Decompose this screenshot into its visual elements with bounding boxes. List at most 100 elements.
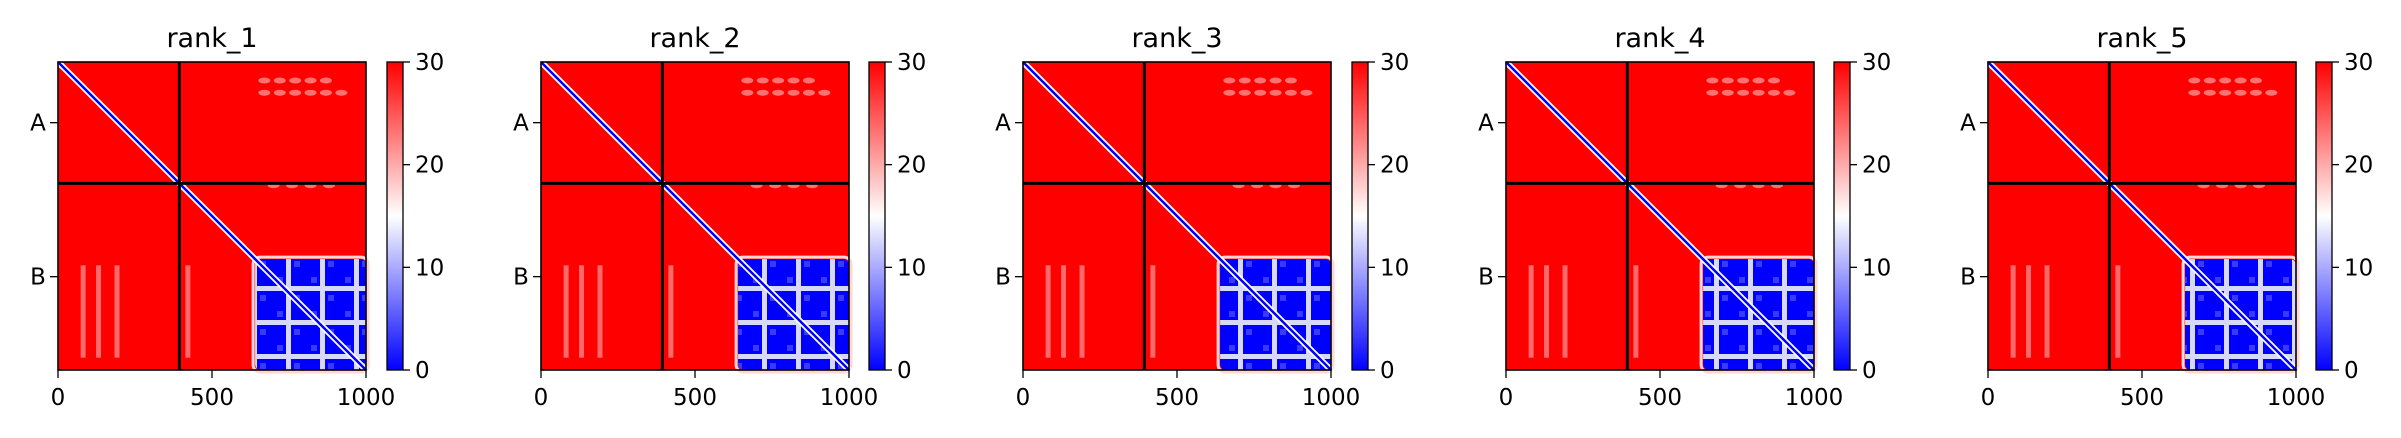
x-tick-label: 0 [1499, 385, 1514, 411]
colorbar-tick-label: 20 [1380, 153, 1409, 179]
speckle [2265, 89, 2278, 96]
colorbar [2316, 62, 2332, 370]
x-tick-label: 1000 [2267, 385, 2326, 411]
speckle-column [1528, 265, 1534, 358]
colorbar-frame [1351, 61, 1369, 371]
speckle [273, 77, 286, 84]
colorbar-tick-label: 20 [415, 153, 444, 179]
colorbar [1352, 62, 1368, 370]
diagonal-line [57, 61, 367, 371]
y-chain-label: B [1478, 265, 1494, 291]
speckle-column [668, 265, 674, 358]
speckle [319, 89, 332, 96]
speckle-column [1633, 265, 1639, 358]
colorbar-tick-label: 10 [1862, 255, 1891, 281]
colorbar-tick-label: 30 [897, 50, 926, 76]
heatmap-speckles [80, 77, 348, 358]
speckle [289, 77, 302, 84]
y-chain-label: A [30, 111, 46, 137]
speckle [756, 89, 769, 96]
speckle [2188, 89, 2201, 96]
x-tick-label: 0 [51, 385, 66, 411]
speckle [258, 89, 271, 96]
low-error-block-edge [1699, 255, 1818, 374]
speckle [1284, 77, 1297, 84]
colorbar-tick-label: 10 [415, 255, 444, 281]
speckle [1254, 89, 1267, 96]
panel-title: rank_5 [2096, 23, 2187, 54]
speckle [2249, 89, 2262, 96]
speckle [1284, 89, 1297, 96]
speckle [289, 89, 302, 96]
x-tick-label: 1000 [337, 385, 396, 411]
speckle [1737, 89, 1750, 96]
panel-title: rank_1 [166, 23, 257, 54]
low-error-block-edge [734, 255, 853, 374]
colorbar-tick-label: 20 [897, 153, 926, 179]
panel-title: rank_3 [1131, 23, 1222, 54]
heatmap-speckles [2010, 77, 2278, 358]
speckle [1706, 77, 1719, 84]
speckle [1752, 77, 1765, 84]
y-chain-label: B [513, 265, 529, 291]
speckle [2234, 89, 2247, 96]
speckle [2219, 89, 2232, 96]
panel-3: rank_3 0 500 1000 A B 0 10 20 30 [995, 23, 1409, 411]
y-chain-label: A [1960, 111, 1976, 137]
colorbar-tick-label: 20 [1862, 153, 1891, 179]
colorbar-tick-label: 30 [415, 50, 444, 76]
speckle [1783, 89, 1796, 96]
colorbar-tick-label: 30 [2344, 50, 2373, 76]
speckle [1223, 89, 1236, 96]
x-tick-label: 1000 [1302, 385, 1361, 411]
speckle [802, 89, 815, 96]
speckle [1737, 77, 1750, 84]
panel-title: rank_4 [1614, 23, 1705, 54]
y-chain-label: B [30, 265, 46, 291]
speckle [258, 77, 271, 84]
speckle [2203, 89, 2216, 96]
speckle [319, 77, 332, 84]
colorbar-frame [1833, 61, 1851, 371]
colorbar-tick-label: 30 [1862, 50, 1891, 76]
speckle-column [597, 265, 603, 358]
colorbar [387, 62, 403, 370]
colorbar-tick-label: 0 [1380, 358, 1395, 384]
y-chain-label: A [995, 111, 1011, 137]
speckle [756, 77, 769, 84]
colorbar-tick-label: 0 [2344, 358, 2359, 384]
speckle-column [1150, 265, 1156, 358]
speckle [1238, 89, 1251, 96]
speckle [1223, 77, 1236, 84]
speckle-column [114, 265, 120, 358]
x-tick-label: 0 [534, 385, 549, 411]
speckle [1752, 89, 1765, 96]
speckle [1767, 77, 1780, 84]
speckle [1238, 77, 1251, 84]
speckle-column [579, 265, 585, 358]
speckle-column [1061, 265, 1067, 358]
x-tick-label: 500 [2120, 385, 2164, 411]
y-chain-label: A [1478, 111, 1494, 137]
speckle-column [2115, 265, 2121, 358]
colorbar-tick-label: 30 [1380, 50, 1409, 76]
x-tick-label: 500 [673, 385, 717, 411]
speckle-column [96, 265, 102, 358]
speckle-column [1544, 265, 1550, 358]
speckle [304, 89, 317, 96]
colorbar-tick-label: 10 [897, 255, 926, 281]
speckle [818, 89, 831, 96]
speckle [787, 89, 800, 96]
speckle [1721, 89, 1734, 96]
speckle [1721, 77, 1734, 84]
speckle [1269, 89, 1282, 96]
colorbar-tick-label: 0 [1862, 358, 1877, 384]
speckle-column [2010, 265, 2016, 358]
speckle [335, 89, 348, 96]
speckle [273, 89, 286, 96]
speckle-column [185, 265, 191, 358]
x-tick-label: 500 [1638, 385, 1682, 411]
colorbar [1834, 62, 1850, 370]
speckle [772, 89, 785, 96]
